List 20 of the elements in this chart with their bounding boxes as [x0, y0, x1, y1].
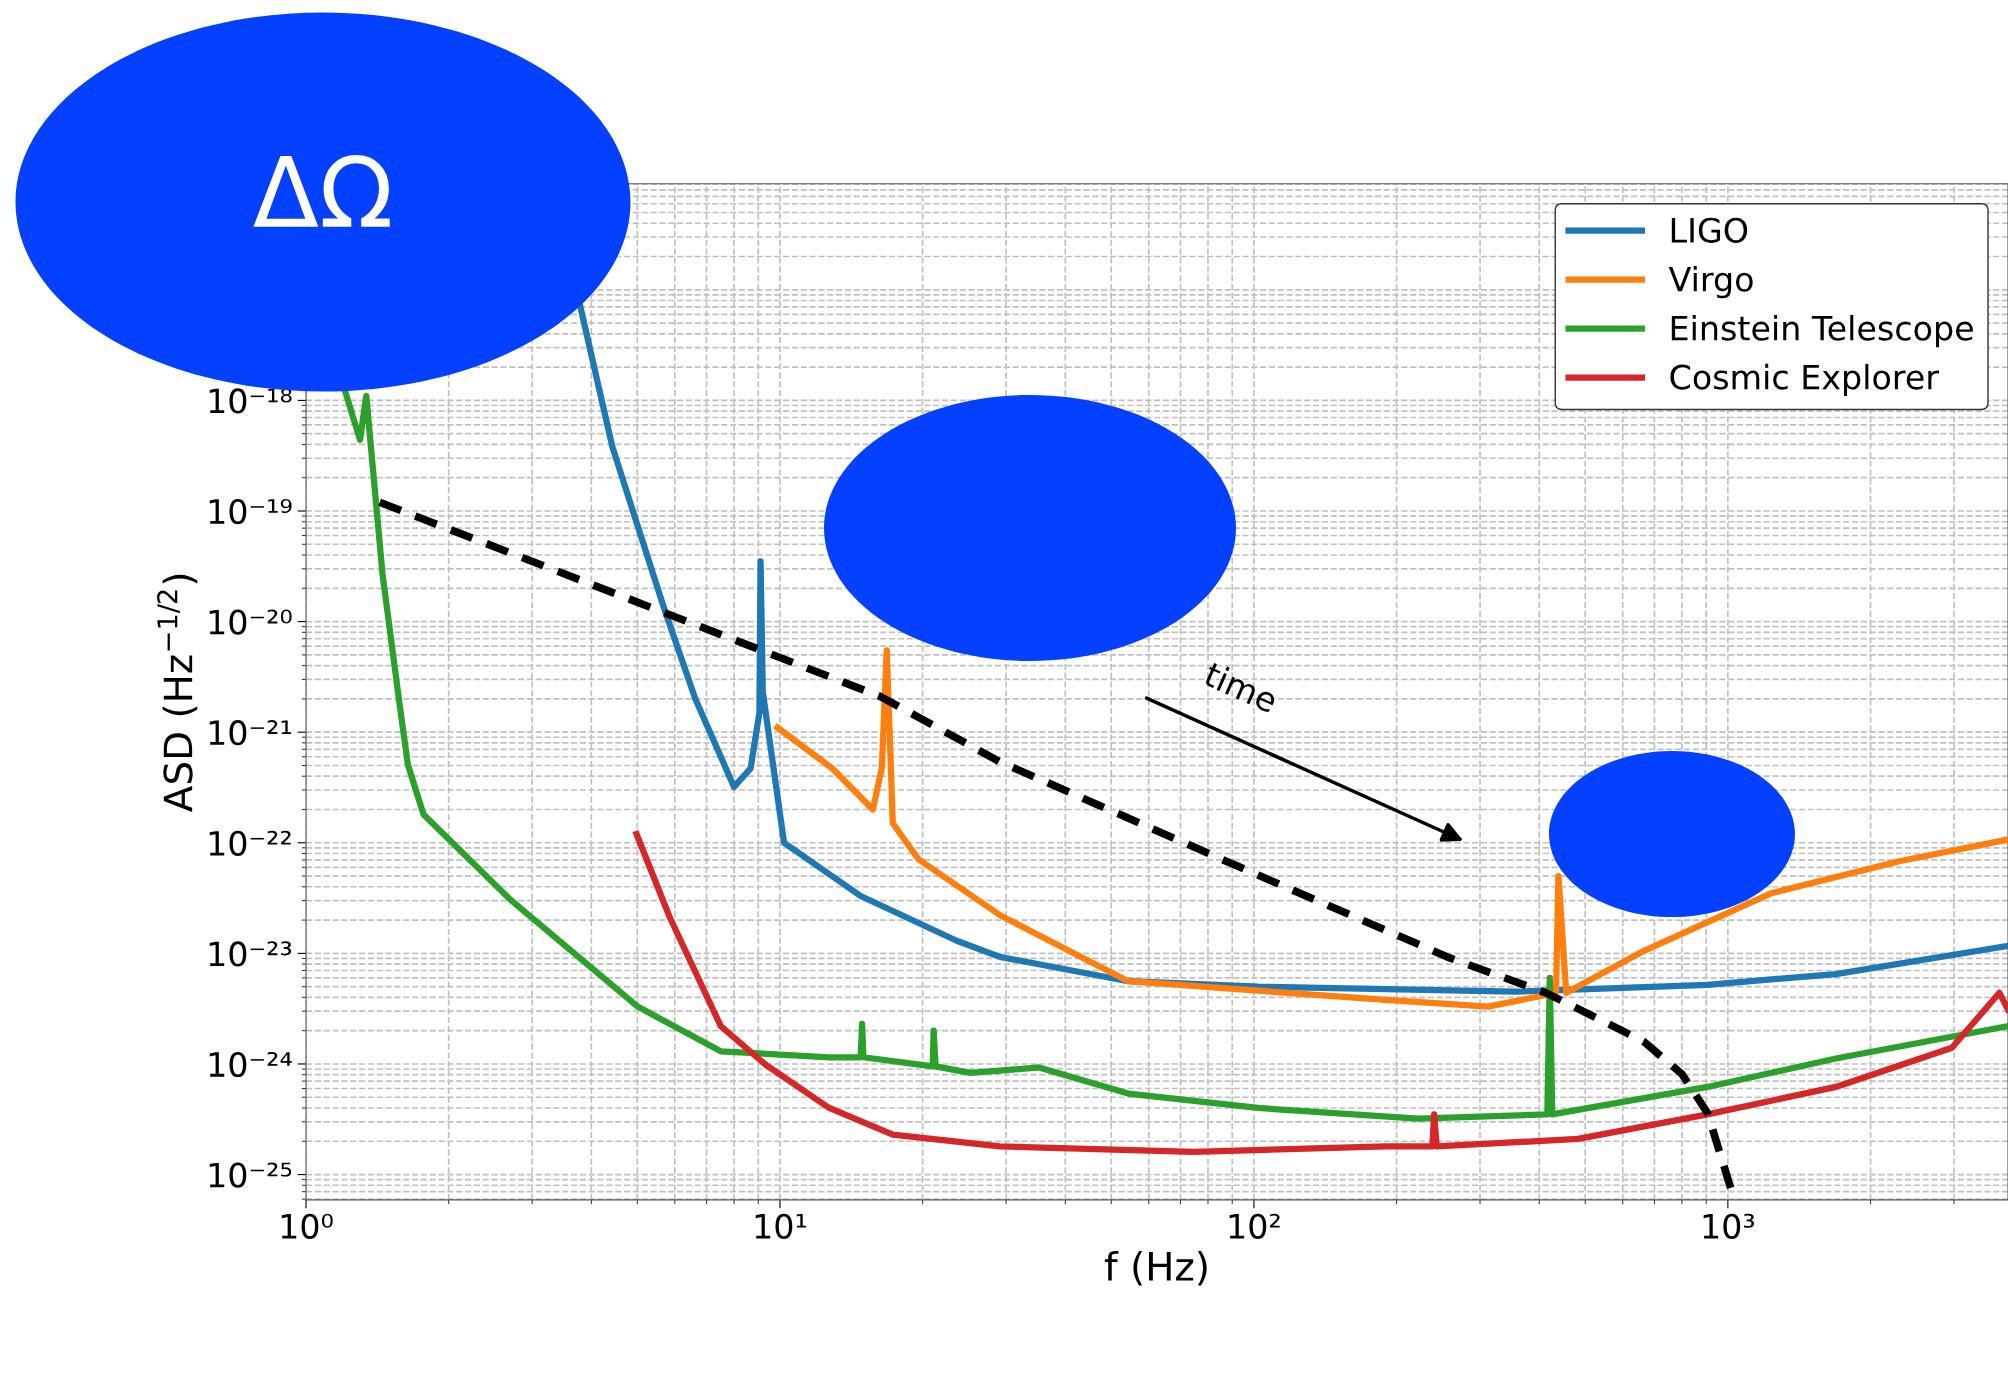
- y-tick-label: 10⁻²⁰: [209, 609, 292, 635]
- x-tick-label: 10²: [1229, 1213, 1280, 1239]
- y-tick-label: 10⁻²⁵: [209, 1162, 292, 1188]
- legend-label: LIGO: [1671, 217, 1748, 243]
- legend-label: Cosmic Explorer: [1670, 363, 1940, 397]
- annotation: time: [1202, 660, 1280, 714]
- y-tick-label: 10⁻¹⁸: [209, 388, 292, 414]
- y-axis-title: ASD (Hz$^{−1/2}$): [157, 574, 198, 812]
- x-tick-label: 10⁰: [281, 1213, 333, 1239]
- annotation: ΔΩ: [253, 155, 390, 227]
- y-tick-label: 10⁻²³: [209, 941, 292, 967]
- y-tick-label: 10⁻²¹: [209, 720, 291, 746]
- y-tick-label: 10⁻¹⁹: [209, 498, 292, 525]
- y-tick-label: 10⁻²⁴: [209, 1051, 292, 1078]
- x-tick-label: 10³: [1703, 1213, 1755, 1239]
- legend-label: Einstein Telescope: [1671, 314, 1973, 348]
- x-axis-title: f (Hz): [1104, 1250, 1207, 1286]
- y-tick-label: 10⁻²²: [209, 830, 291, 856]
- legend-label: Virgo: [1668, 266, 1753, 299]
- x-tick-label: 10¹: [755, 1213, 807, 1239]
